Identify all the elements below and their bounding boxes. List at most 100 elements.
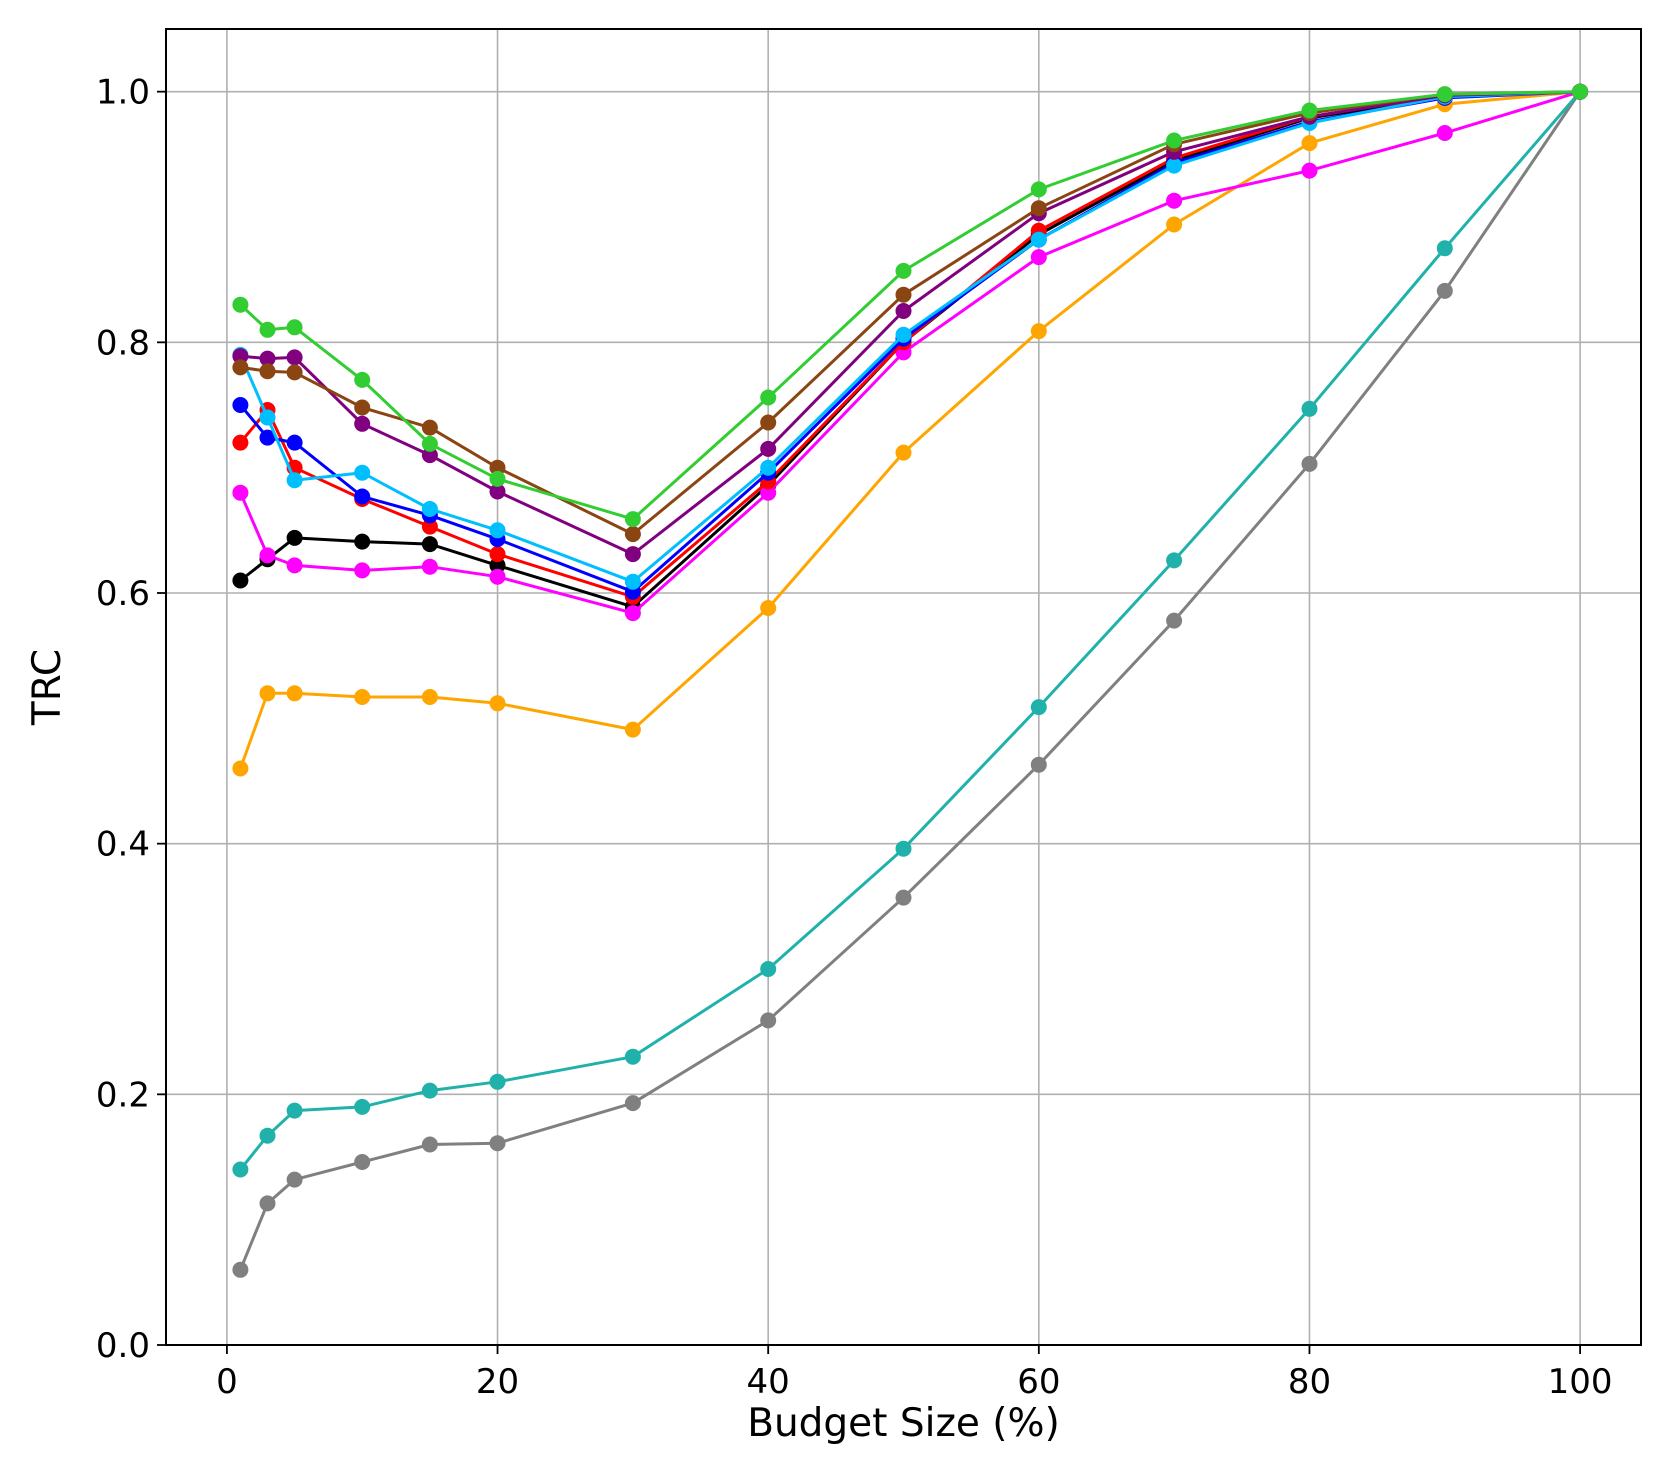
data-point-gray [421,1136,438,1153]
data-point-teal [895,840,912,857]
data-point-orange [259,685,276,702]
series-line-magenta [239,90,1581,615]
axis-ticks: 0 20 40 60 80 100 0.0 0.2 0.4 0.6 0.8 1.0 [96,73,1613,1402]
series-line-purple [240,90,1581,556]
data-point-orange [895,444,912,461]
data-point-teal [1030,699,1047,716]
data-point-brown [259,363,276,380]
data-point-brown [760,414,777,431]
data-point-limegreen [286,319,303,336]
data-point-deepskyblue [760,459,777,476]
data-point-magenta [421,558,438,575]
x-tick-label: 20 [476,1362,519,1402]
data-point-magenta [624,605,641,622]
data-point-brown [895,286,912,303]
data-point-deepskyblue [489,522,506,539]
data-point-teal [489,1073,506,1090]
data-point-teal [624,1048,641,1065]
data-point-limegreen [624,511,641,528]
data-point-gray [760,1012,777,1029]
data-point-magenta [1436,125,1453,141]
data-point-gray [895,889,912,906]
data-point-gray [624,1095,641,1112]
data-point-limegreen [259,321,276,338]
data-point-magenta [354,562,371,579]
series-line-limegreen [239,90,1581,521]
series-line-brown [240,90,1581,536]
data-point-teal [1436,240,1453,257]
data-point-teal [421,1082,438,1099]
data-point-orange [421,689,438,705]
data-point-deepskyblue [421,501,438,517]
x-tick-label: 100 [1548,1362,1613,1402]
data-point-gray [286,1171,303,1188]
data-point-limegreen [1572,83,1589,100]
series-line-teal [239,90,1582,1171]
data-point-brown [624,526,641,543]
data-point-orange [624,721,641,738]
series-layer [232,83,1589,1278]
data-point-limegreen [354,371,371,388]
data-point-teal [232,1161,249,1178]
data-point-purple [421,447,438,464]
data-point-limegreen [1436,86,1453,103]
data-point-limegreen [895,262,912,279]
data-point-gray [1301,455,1318,472]
data-point-gray [489,1135,506,1152]
data-point-deepskyblue [1030,231,1047,248]
data-point-black [232,572,249,589]
data-point-purple [760,440,777,457]
data-point-teal [1301,400,1318,417]
data-point-orange [1166,216,1183,233]
data-point-gray [259,1195,276,1212]
data-point-magenta [1166,192,1183,209]
data-point-blue [286,434,303,451]
data-point-orange [354,689,371,705]
y-tick-label: 0.8 [96,323,150,363]
data-point-black [421,536,438,553]
data-point-blue [354,488,371,505]
data-point-magenta [259,547,276,564]
data-point-gray [232,1261,249,1278]
data-point-deepskyblue [1166,157,1183,174]
x-axis-title: Budget Size (%) [747,1401,1060,1446]
data-point-deepskyblue [624,573,641,590]
data-point-orange [489,695,506,712]
data-point-red [421,518,438,535]
series-line-deepskyblue [239,90,1581,584]
data-point-gray [1436,282,1453,299]
data-point-magenta [760,484,777,501]
data-point-magenta [489,568,506,585]
data-point-teal [760,961,777,977]
data-point-purple [895,303,912,319]
x-tick-label: 40 [747,1362,790,1402]
y-tick-label: 0.0 [96,1326,150,1366]
series-line-orange [238,90,1581,770]
data-point-black [354,533,371,550]
data-point-gray [1166,612,1183,629]
data-point-purple [354,415,371,432]
data-point-deepskyblue [259,409,276,426]
x-tick-label: 60 [1017,1362,1060,1402]
data-point-deepskyblue [354,464,371,481]
data-point-orange [1030,323,1047,340]
y-tick-label: 0.2 [96,1075,150,1115]
data-point-limegreen [421,435,438,452]
data-point-purple [232,348,249,365]
data-point-deepskyblue [286,472,303,489]
y-axis-title: TRC [25,649,70,726]
data-point-brown [489,459,506,476]
data-point-orange [286,685,303,702]
data-point-blue [232,397,249,413]
data-point-limegreen [232,296,249,313]
data-point-brown [232,359,249,376]
data-point-magenta [1030,249,1047,266]
data-point-magenta [232,484,249,501]
data-point-teal [1166,552,1183,569]
data-point-limegreen [760,389,777,406]
series-gray [232,83,1589,1278]
data-point-brown [421,419,438,436]
data-point-orange [760,600,777,616]
data-point-brown [286,364,303,381]
y-tick-label: 1.0 [96,73,150,113]
